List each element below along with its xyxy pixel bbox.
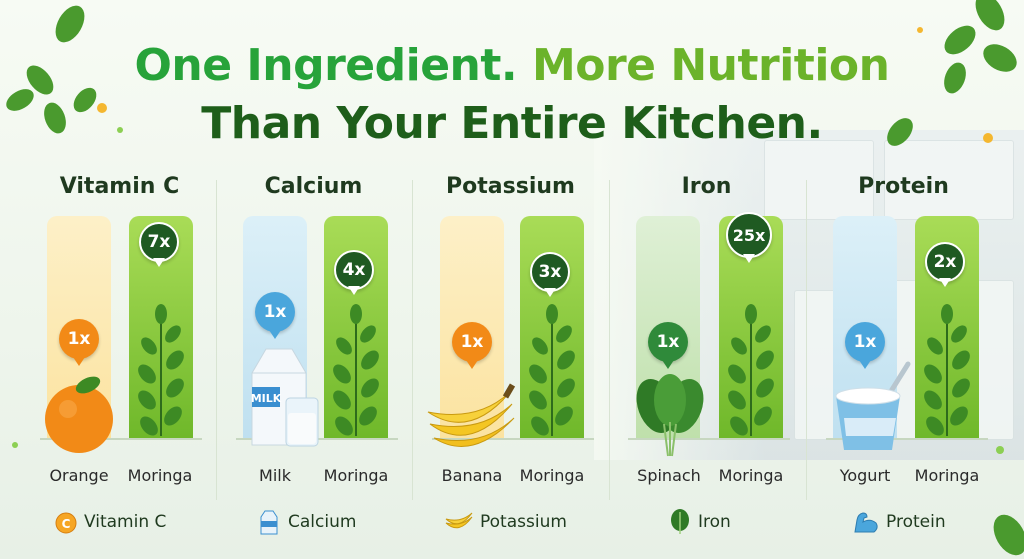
item-label-yogurt: Yogurt [839, 466, 891, 485]
item-label-moringa: Moringa [519, 466, 585, 485]
value-bubble-orange: 1x [59, 319, 99, 366]
yogurt-icon [835, 361, 911, 450]
item-label-banana: Banana [441, 466, 503, 485]
legend-label: Calcium [288, 512, 357, 532]
column-divider [412, 180, 413, 500]
item-label-moringa: Moringa [914, 466, 980, 485]
baseline [826, 438, 988, 440]
baseline [40, 438, 202, 440]
value-bubble-spinach: 1x [648, 322, 688, 369]
item-label-orange: Orange [49, 466, 109, 485]
banana-icon [445, 512, 473, 529]
value-bubble-moringa-iron: 25x [726, 212, 772, 263]
column-title-iron: Iron [681, 174, 732, 199]
column-divider [609, 180, 610, 500]
column-title-vitamin-c: Vitamin C [59, 174, 180, 199]
legend-protein: Protein [852, 509, 946, 535]
flexed-arm-icon [854, 512, 878, 533]
column-title-calcium: Calcium [264, 174, 363, 199]
value-bubble-yogurt: 1x [845, 322, 885, 369]
headline-part-2: More Nutrition [531, 40, 890, 91]
baseline [628, 438, 790, 440]
item-label-moringa: Moringa [323, 466, 389, 485]
vitamin-c-icon: C [55, 512, 77, 534]
legend-label: Iron [698, 512, 731, 532]
legend-iron: Iron [668, 509, 731, 535]
value-bubble-moringa-calcium: 4x [334, 250, 374, 295]
column-title-potassium: Potassium [446, 174, 575, 199]
legend-potassium: Potassium [444, 509, 567, 535]
value-bubble-moringa-vitamin-c: 7x [139, 222, 179, 267]
svg-text:C: C [62, 517, 71, 531]
spinach-icon [636, 374, 704, 457]
value-bubble-moringa-potassium: 3x [530, 252, 570, 297]
legend-label: Potassium [480, 512, 567, 532]
spinach-leaf-icon [671, 509, 689, 534]
item-label-spinach: Spinach [637, 466, 701, 485]
milk-carton-label: MILK [251, 392, 282, 405]
milk-carton-icon: MILK [251, 348, 319, 447]
value-bubble-milk: 1x [255, 292, 295, 339]
legend-calcium: Calcium [258, 509, 356, 535]
value-bubble-moringa-protein: 2x [925, 242, 965, 287]
legend-vitamin-c: C Vitamin C [54, 509, 166, 535]
legend-label: Vitamin C [84, 512, 167, 532]
item-label-milk: Milk [259, 466, 291, 485]
column-divider [216, 180, 217, 500]
baseline [432, 438, 594, 440]
item-label-moringa: Moringa [127, 466, 193, 485]
column-title-protein: Protein [858, 174, 949, 199]
column-divider [806, 180, 807, 500]
headline-line-2: Than Your Entire Kitchen. [201, 98, 823, 149]
banana-icon [427, 383, 516, 447]
headline-part-1: One Ingredient. [134, 40, 518, 91]
milk-carton-icon [260, 510, 278, 535]
legend-label: Protein [886, 512, 946, 532]
value-bubble-banana: 1x [452, 322, 492, 369]
orange-icon [45, 376, 113, 453]
item-label-moringa: Moringa [718, 466, 784, 485]
headline-line-1: One Ingredient. More Nutrition [0, 40, 1024, 91]
